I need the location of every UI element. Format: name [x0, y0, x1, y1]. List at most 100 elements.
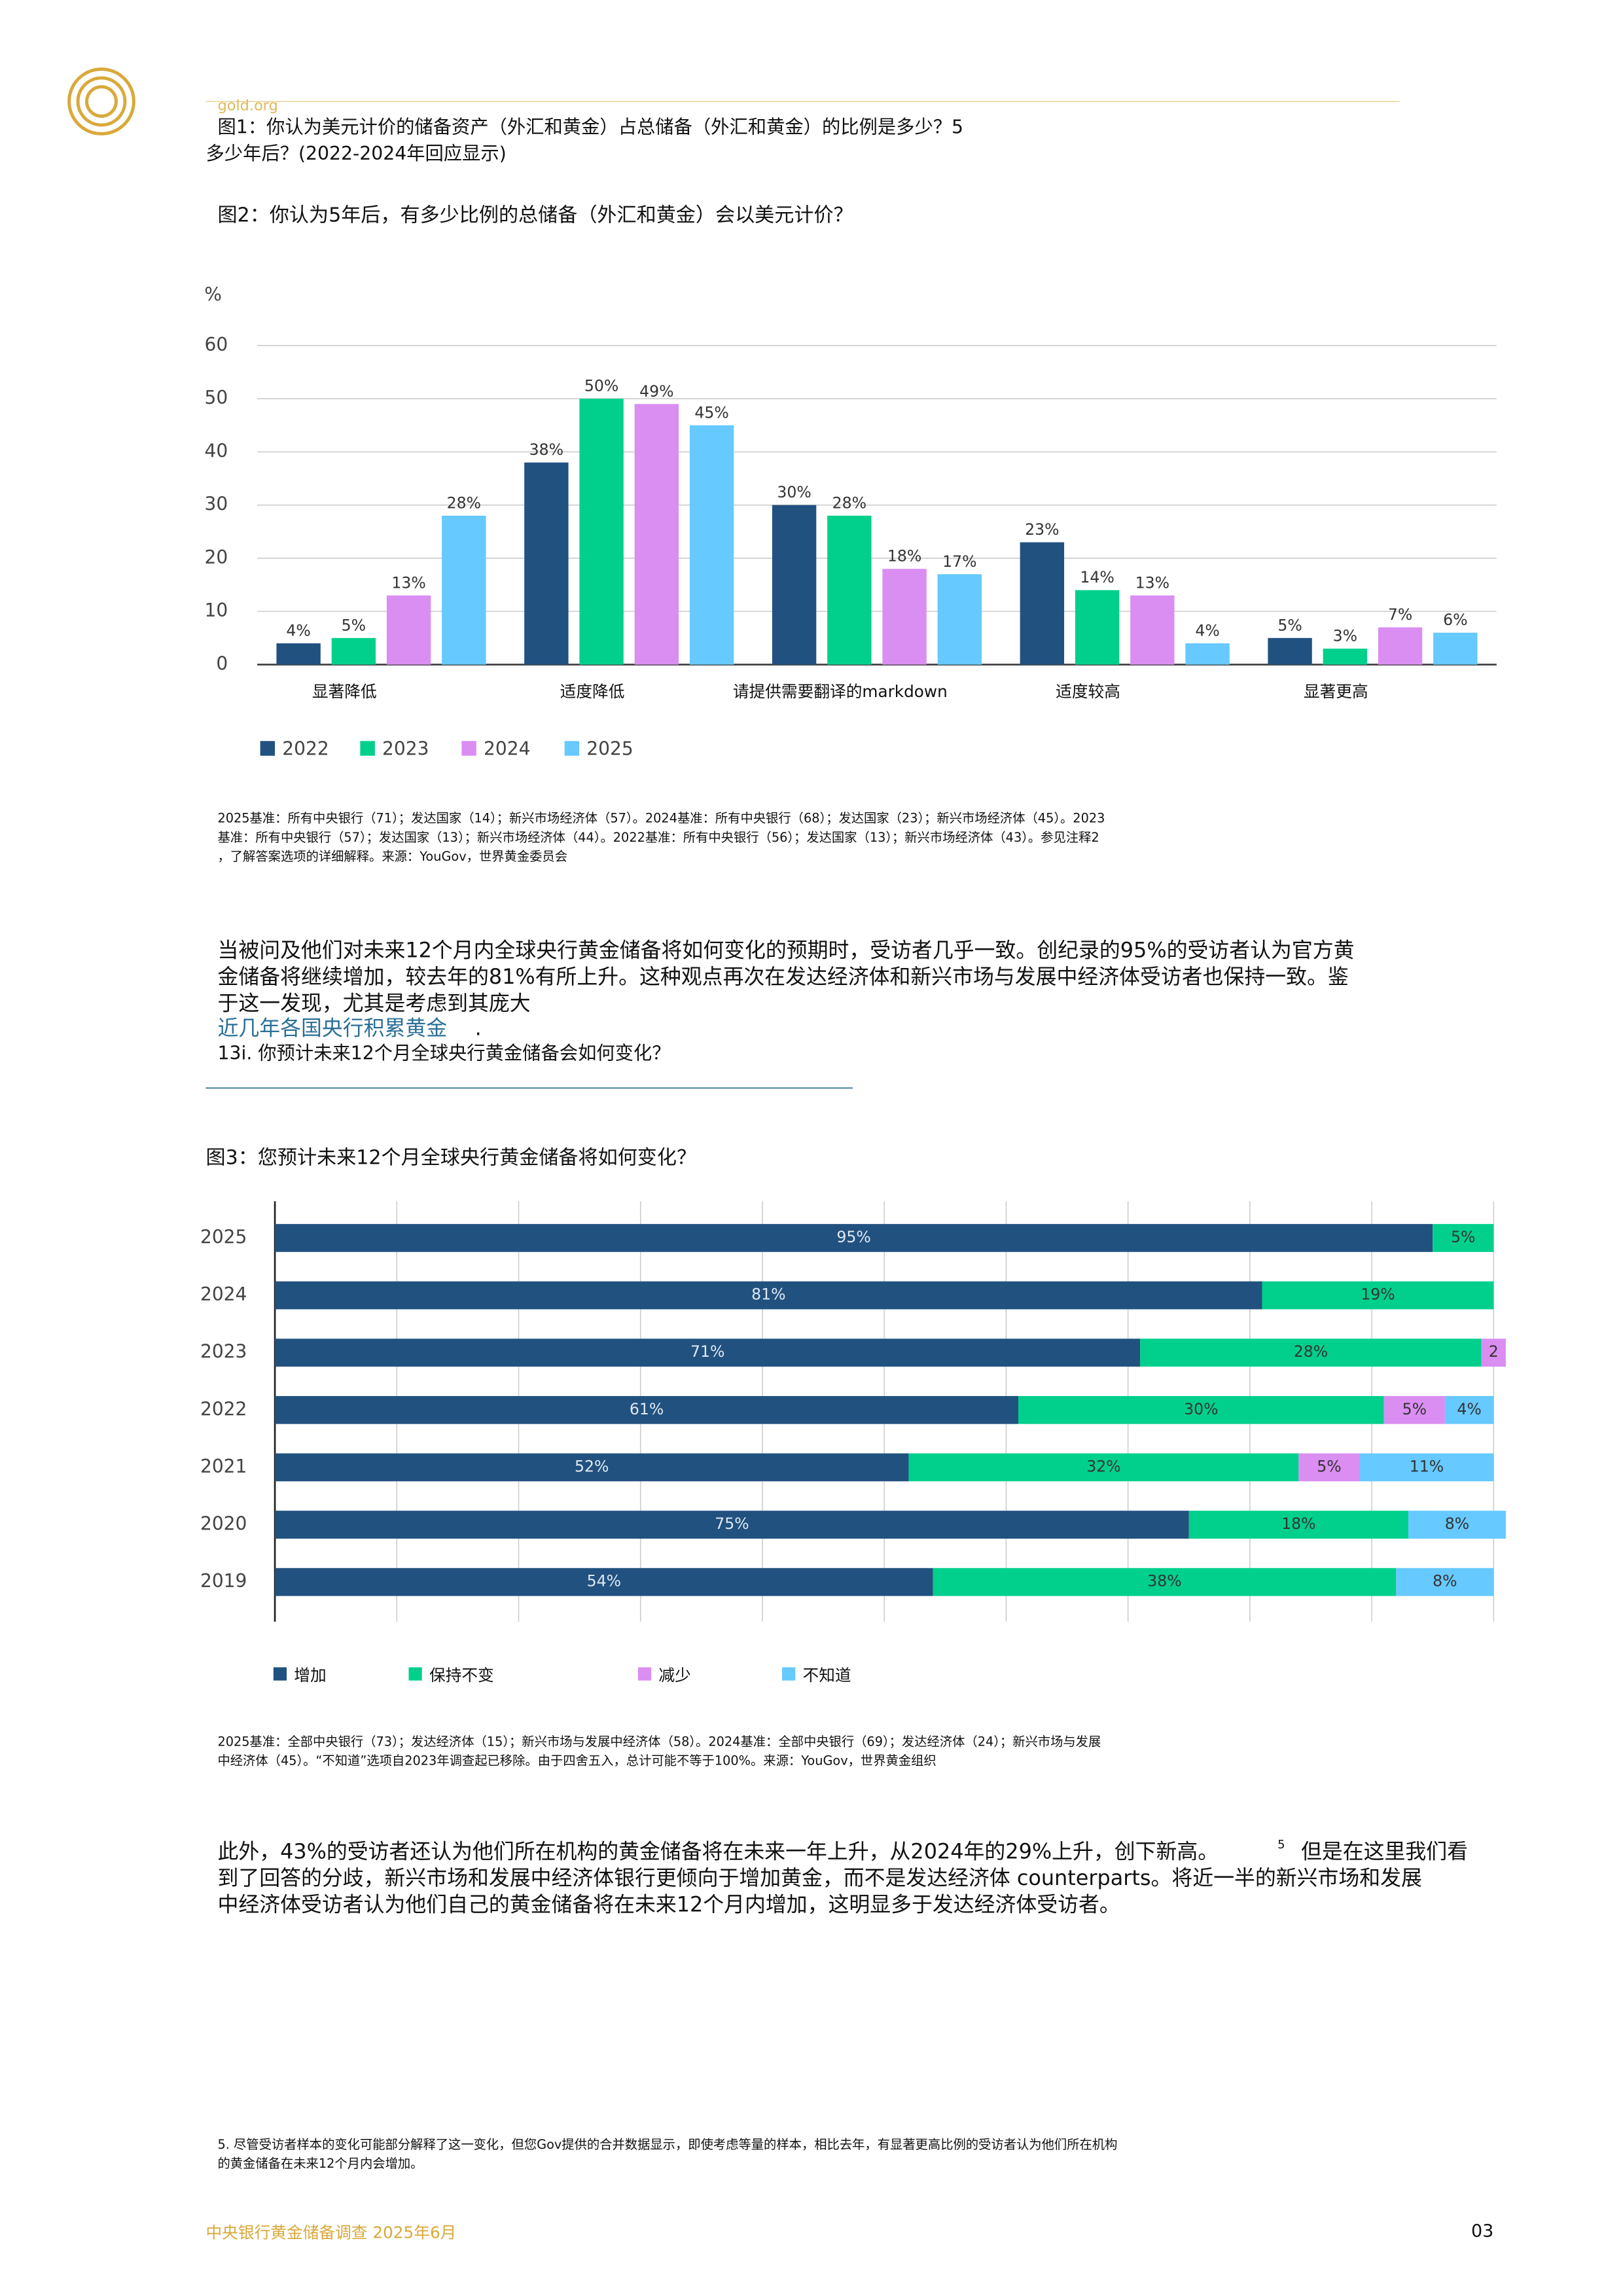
y-tick-label: 30 [204, 493, 228, 515]
bar [827, 515, 872, 665]
bar [1130, 595, 1175, 665]
legend-swatch [273, 1667, 287, 1681]
legend-swatch [782, 1667, 796, 1681]
data-label: 49% [639, 382, 673, 401]
bar-segment [1396, 1568, 1494, 1596]
bar [634, 404, 679, 665]
y-tick-label: 2025 [200, 1226, 247, 1247]
bar [1268, 637, 1312, 665]
legend-swatch [260, 741, 276, 756]
paragraph-text: 但是在这里我们看 [1301, 1839, 1468, 1863]
legend-label: 不知道 [803, 1666, 851, 1685]
data-label: 50% [584, 377, 618, 395]
y-tick-label: 0 [216, 653, 228, 674]
bar [1323, 649, 1368, 665]
question: 13i. 你预计未来12个月全球央行黄金储备会如何变化？ [217, 1043, 670, 1064]
legend-swatch [408, 1667, 422, 1681]
link-tail: . [475, 1015, 482, 1040]
data-label: 61% [630, 1400, 664, 1418]
logo-ring [76, 76, 127, 127]
x-tick-label: 显著更高 [1304, 682, 1368, 701]
legend-label: 2025 [586, 738, 633, 760]
data-label: 18% [1281, 1515, 1315, 1533]
data-label: 32% [1086, 1457, 1120, 1475]
data-label: 28% [447, 493, 481, 512]
y-axis-label: % [204, 284, 222, 306]
legend-label: 2024 [484, 738, 530, 760]
bar-segment [908, 1453, 1299, 1482]
bar-segment [275, 1338, 1141, 1367]
x-tick-label: 显著降低 [312, 682, 377, 701]
data-label: 30% [1184, 1400, 1218, 1418]
data-label: 5% [1402, 1400, 1427, 1418]
bar [772, 505, 817, 665]
bar-segment [1408, 1511, 1506, 1539]
bar [524, 462, 569, 665]
bar-segment [1298, 1453, 1360, 1482]
data-label: 5% [1451, 1228, 1475, 1246]
bar-segment [933, 1568, 1397, 1596]
bar [579, 399, 624, 665]
data-label: 5% [1277, 616, 1302, 634]
y-tick-label: 40 [204, 440, 228, 461]
footnote: 5. 尽管受访者样本的变化可能部分解释了这一变化，但您Gov提供的合并数据显示，… [217, 2137, 1117, 2152]
y-tick-label: 50 [204, 387, 228, 408]
data-label: 5% [1317, 1457, 1341, 1475]
data-label: 13% [391, 573, 425, 592]
chart-title: 图3：您预计未来12个月全球央行黄金储备将如何变化？ [205, 1147, 696, 1170]
x-tick-label: 适度降低 [560, 682, 625, 701]
logo-ring [67, 67, 135, 135]
bar [882, 569, 927, 665]
data-label: 54% [587, 1572, 621, 1590]
data-label: 6% [1443, 611, 1467, 629]
legend-swatch [360, 741, 375, 756]
y-tick-label: 60 [204, 334, 228, 355]
bar [331, 637, 376, 665]
data-label: 52% [575, 1457, 609, 1475]
data-label: 30% [777, 483, 811, 501]
bar-segment [1359, 1453, 1494, 1482]
data-label: 4% [1195, 621, 1219, 639]
bar [937, 574, 982, 665]
data-label: 38% [1147, 1572, 1181, 1590]
bar [1185, 643, 1230, 665]
source-note: 2025基准：所有中央银行（71）；发达国家（14）；新兴市场经济体（57）。2… [217, 811, 1105, 826]
figure-title: 图1：你认为美元计价的储备资产（外汇和黄金）占总储备（外汇和黄金）的比例是多少？… [217, 116, 963, 137]
bar-segment [275, 1511, 1189, 1539]
y-tick-label: 2019 [200, 1570, 247, 1592]
data-label: 81% [751, 1285, 785, 1304]
paragraph-text: 当被问及他们对未来12个月内全球央行黄金储备将如何变化的预期时，受访者几乎一致。… [217, 937, 1354, 962]
legend-swatch [637, 1667, 652, 1681]
y-tick-label: 2024 [200, 1283, 247, 1305]
bar [1075, 590, 1120, 665]
data-label: 2 [1489, 1342, 1499, 1361]
chart-title: 图2：你认为5年后，有多少比例的总储备（外汇和黄金）会以美元计价？ [217, 204, 853, 227]
x-tick-label: 请提供需要翻译的markdown [733, 682, 948, 701]
logo-ring [85, 85, 118, 118]
y-tick-label: 2020 [200, 1513, 247, 1535]
bar-segment [275, 1568, 933, 1596]
paragraph-text: 中经济体受访者认为他们自己的黄金储备将在未来12个月内增加，这明显多于发达经济体… [217, 1892, 1120, 1916]
data-label: 38% [529, 440, 563, 459]
legend-label: 保持不变 [429, 1666, 494, 1685]
figure-title: 多少年后？(2022-2024年回应显示) [205, 143, 506, 164]
bar [689, 425, 734, 665]
bar-segment [1481, 1338, 1506, 1367]
data-label: 4% [1457, 1400, 1481, 1418]
link[interactable]: 近几年各国央行积累黄金 [217, 1015, 447, 1040]
paragraph-text: 于这一发现，尤其是考虑到其庞大 [217, 990, 530, 1015]
footnote-ref: 5 [1277, 1838, 1285, 1852]
bar-segment [1018, 1395, 1384, 1424]
source-note: 2025基准：全部中央银行（73）；发达经济体（15）；新兴市场与发展中经济体（… [217, 1734, 1101, 1749]
source-note: 基准：所有中央银行（57）；发达国家（13）；新兴市场经济体（44）。2022基… [217, 830, 1099, 845]
y-tick-label: 2023 [200, 1341, 247, 1363]
legend-label: 2023 [382, 738, 429, 760]
legend-label: 增加 [294, 1666, 326, 1685]
data-label: 8% [1433, 1572, 1457, 1590]
bar [276, 643, 321, 665]
bar-segment [1262, 1281, 1494, 1310]
x-tick-label: 适度较高 [1056, 682, 1120, 701]
data-label: 95% [836, 1228, 870, 1246]
data-label: 71% [690, 1342, 724, 1361]
